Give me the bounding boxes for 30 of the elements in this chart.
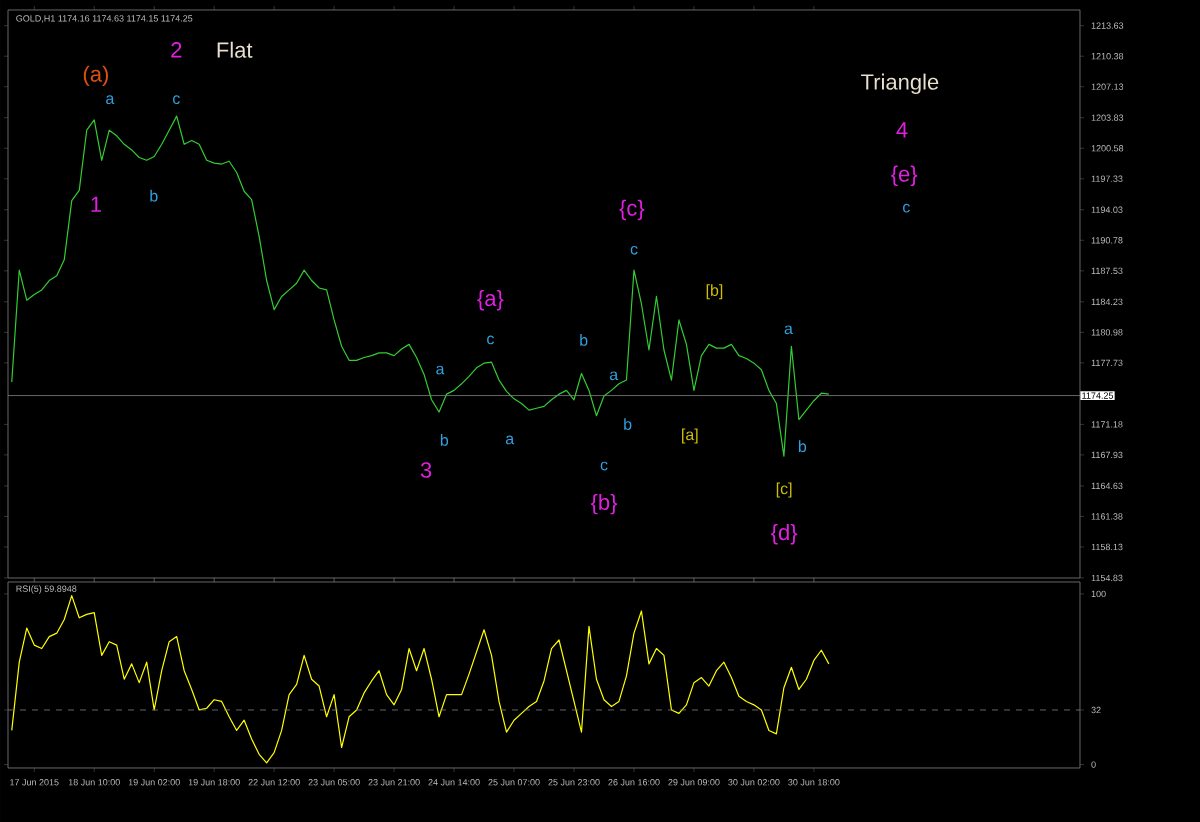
annotation: a	[609, 371, 619, 381]
annotation: a	[436, 365, 445, 375]
annotation: a	[505, 435, 515, 445]
annotation: 3	[420, 462, 432, 478]
annotation: (a)	[83, 65, 108, 87]
text: 4	[896, 122, 908, 138]
text: {e}	[891, 165, 918, 187]
annotation: b	[798, 440, 807, 453]
annotation: [b]	[706, 284, 723, 300]
annotation: c	[630, 245, 638, 255]
annotation: a	[784, 325, 793, 335]
annotation: 2	[171, 42, 182, 58]
annotation: b	[580, 334, 588, 346]
annotation: 1	[91, 196, 101, 212]
annotation: a	[106, 95, 115, 105]
annotation: c	[173, 95, 180, 105]
text: Triangle	[861, 73, 939, 95]
annotation: {a}	[477, 289, 504, 311]
annotation: b	[624, 418, 632, 430]
annotation: {d}	[771, 523, 798, 545]
annotation: [a]	[682, 428, 698, 444]
annotation: b	[150, 189, 158, 202]
annotation: c	[487, 335, 494, 345]
annotation: c	[600, 461, 608, 471]
annotation: {b}	[590, 493, 618, 515]
annotation: {c}	[619, 199, 645, 221]
annotation: Flat	[217, 41, 253, 58]
annotation: b	[440, 434, 449, 446]
annotation: [c]	[776, 482, 792, 498]
text: c	[903, 203, 910, 213]
